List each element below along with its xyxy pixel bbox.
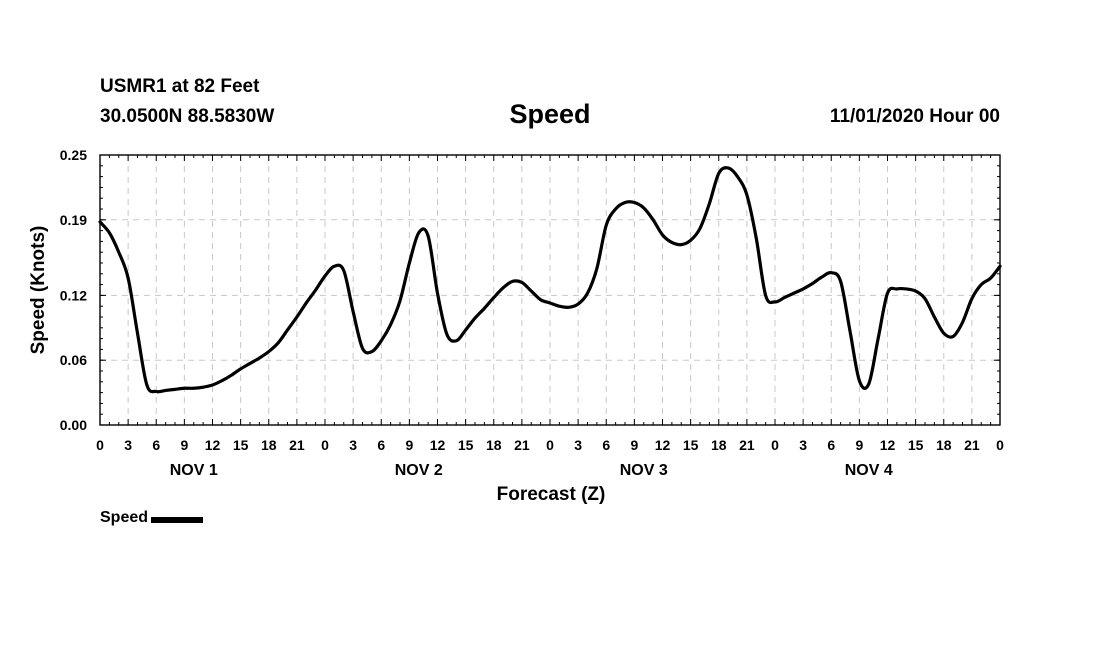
x-tick-label: 18 [261,437,277,453]
speed-series-line [98,166,1002,394]
x-tick-label: 6 [602,437,610,453]
x-tick-label: 18 [486,437,502,453]
x-tick-label: 12 [430,437,446,453]
x-tick-label: 12 [205,437,221,453]
x-tick-label: 0 [96,437,104,453]
x-tick-label: 15 [908,437,924,453]
y-tick-label: 0.06 [60,352,87,368]
y-tick-label: 0.00 [60,417,87,433]
forecast-timestamp: 11/01/2020 Hour 00 [829,106,1000,127]
x-tick-label: 18 [711,437,727,453]
x-tick-label: 9 [630,437,638,453]
x-axis-title: Forecast (Z) [497,484,606,505]
x-tick-label: 6 [152,437,160,453]
day-label: NOV 4 [845,462,893,479]
legend-label: Speed [100,509,149,526]
x-tick-label: 3 [124,437,132,453]
legend-swatch [151,517,204,523]
x-tick-label: 3 [799,437,807,453]
day-label: NOV 2 [395,462,443,479]
x-tick-label: 15 [458,437,474,453]
x-tick-label: 21 [514,437,530,453]
x-tick-label: 6 [827,437,835,453]
x-tick-label: 21 [739,437,755,453]
station-label: USMR1 at 82 Feet [100,76,260,97]
x-tick-label: 15 [683,437,699,453]
day-label: NOV 1 [170,462,218,479]
x-tick-label: 0 [771,437,779,453]
x-tick-label: 12 [880,437,896,453]
y-axis-title: Speed (Knots) [28,226,49,355]
x-tick-label: 15 [233,437,249,453]
y-tick-label: 0.25 [60,147,87,163]
x-tick-label: 9 [855,437,863,453]
x-tick-label: 0 [321,437,329,453]
x-tick-label: 0 [996,437,1004,453]
x-tick-label: 6 [377,437,385,453]
x-tick-label: 18 [936,437,952,453]
x-tick-label: 21 [289,437,305,453]
x-tick-label: 9 [405,437,413,453]
x-tick-label: 3 [574,437,582,453]
y-tick-label: 0.12 [60,287,87,303]
coordinates-label: 30.0500N 88.5830W [100,106,275,127]
x-tick-label: 3 [349,437,357,453]
x-tick-label: 12 [655,437,671,453]
y-tick-label: 0.19 [60,212,87,228]
x-tick-label: 0 [546,437,554,453]
x-tick-label: 9 [180,437,188,453]
legend: Speed [100,509,204,527]
day-label: NOV 3 [620,462,668,479]
x-tick-label: 21 [964,437,980,453]
chart-title: Speed [509,99,591,129]
